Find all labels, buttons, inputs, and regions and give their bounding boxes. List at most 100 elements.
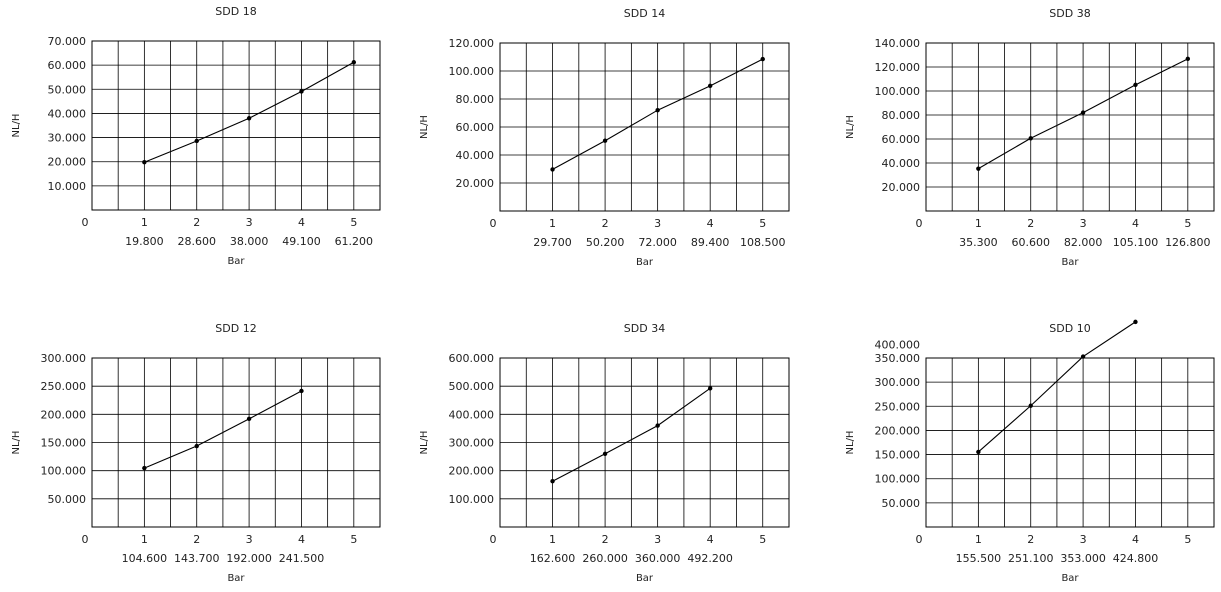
- data-value-label: 241.500: [279, 552, 325, 565]
- data-point: [1133, 82, 1138, 88]
- chart-title: SDD 34: [624, 322, 665, 335]
- x-axis-label: Bar: [636, 257, 654, 268]
- data-value-label: 104.600: [122, 552, 168, 565]
- y-tick-label: 200.000: [449, 465, 495, 478]
- data-point: [655, 108, 660, 113]
- y-tick-label: 70.000: [48, 35, 87, 48]
- y-tick-label: 50.000: [882, 497, 921, 510]
- x-tick-label: 1: [975, 217, 982, 230]
- x-axis-label: Bar: [1061, 257, 1079, 268]
- y-tick-label: 80.000: [882, 109, 921, 122]
- y-tick-label: 20.000: [48, 156, 87, 169]
- data-point: [299, 388, 304, 394]
- x-tick-label: 3: [654, 533, 661, 546]
- x-tick-label: 2: [193, 216, 200, 229]
- data-point: [351, 60, 357, 65]
- data-point: [707, 83, 713, 89]
- data-value-label: 155.500: [956, 552, 1002, 565]
- data-point: [194, 138, 199, 144]
- x-tick-label: 2: [1027, 533, 1034, 546]
- data-point: [1080, 354, 1086, 359]
- y-tick-label: 100.000: [449, 65, 495, 78]
- y-tick-label: 100.000: [449, 493, 495, 506]
- data-value-label: 61.200: [335, 235, 374, 248]
- data-point: [1185, 56, 1191, 62]
- y-tick-label: 400.000: [449, 408, 495, 421]
- x-tick-label: 4: [1132, 217, 1139, 230]
- plot-frame: [925, 357, 1215, 528]
- x-tick-label: 4: [1132, 533, 1139, 546]
- x-tick-label: 4: [298, 533, 305, 546]
- x-axis-label: Bar: [1061, 573, 1079, 584]
- y-tick-label: 40.000: [456, 149, 495, 162]
- chart-title: SDD 38: [1049, 7, 1090, 20]
- plot-frame: [925, 42, 1215, 212]
- y-tick-label: 0: [916, 217, 923, 230]
- x-tick-label: 5: [350, 216, 357, 229]
- y-tick-label: 600.000: [449, 352, 495, 365]
- data-point: [550, 479, 555, 484]
- x-axis-label: Bar: [227, 573, 245, 584]
- data-value-label: 28.600: [177, 235, 216, 248]
- data-point: [142, 465, 147, 471]
- x-tick-label: 3: [654, 217, 661, 230]
- chart-title: SDD 10: [1049, 322, 1090, 335]
- y-tick-label: 50.000: [48, 493, 87, 506]
- x-tick-label: 4: [707, 533, 714, 546]
- y-axis-label: NL/H: [845, 431, 856, 455]
- data-value-label: 108.500: [740, 236, 786, 249]
- x-tick-label: 1: [141, 216, 148, 229]
- x-tick-label: 5: [759, 217, 766, 230]
- data-value-label: 492.200: [687, 552, 733, 565]
- y-tick-label: 500.000: [449, 380, 495, 393]
- y-tick-label: 100.000: [875, 473, 921, 486]
- y-tick-label: 100.000: [41, 465, 87, 478]
- data-value-label: 162.600: [530, 552, 576, 565]
- y-tick-label: 10.000: [48, 180, 87, 193]
- x-tick-label: 1: [549, 217, 556, 230]
- y-tick-label: 250.000: [875, 400, 921, 413]
- x-tick-label: 2: [1027, 217, 1034, 230]
- y-axis-label: NL/H: [11, 431, 22, 455]
- y-tick-label: 200.000: [41, 408, 87, 421]
- chart-1: 0 10.000 20.000 30.000 40.000 50.000 60.000 70.…: [11, 5, 381, 267]
- data-point: [707, 386, 713, 391]
- chart-title: SDD 12: [215, 322, 256, 335]
- y-tick-label: 350.000: [875, 352, 921, 365]
- data-value-label: 251.100: [1008, 552, 1054, 565]
- y-tick-label: 60.000: [48, 59, 87, 72]
- chart-title: SDD 14: [624, 7, 665, 20]
- data-point: [602, 451, 608, 456]
- data-value-label: 29.700: [533, 236, 572, 249]
- data-value-label: 192.000: [226, 552, 272, 565]
- data-point: [142, 159, 147, 165]
- x-tick-label: 3: [246, 533, 253, 546]
- y-tick-label: 150.000: [41, 437, 87, 450]
- data-value-label: 49.100: [282, 235, 321, 248]
- y-tick-label: 20.000: [456, 177, 495, 190]
- chart-title: SDD 18: [215, 5, 256, 18]
- data-value-label: 424.800: [1113, 552, 1159, 565]
- x-tick-label: 2: [602, 217, 609, 230]
- plot-frame: [91, 40, 381, 211]
- x-tick-label: 3: [1080, 533, 1087, 546]
- x-tick-label: 5: [350, 533, 357, 546]
- y-tick-label: 0: [82, 216, 89, 229]
- data-value-label: 360.000: [635, 552, 681, 565]
- x-tick-label: 5: [759, 533, 766, 546]
- chart-2: 0 20.000 40.000 60.000 80.000 100.000 120.000 1…: [419, 7, 790, 268]
- y-tick-label: 30.000: [48, 132, 87, 145]
- data-point: [246, 416, 252, 422]
- data-value-label: 143.700: [174, 552, 220, 565]
- chart-3: 0 20.000 40.000 60.000 80.000 100.000 120.000 1…: [845, 7, 1215, 268]
- data-point: [760, 56, 765, 62]
- y-axis-label: NL/H: [845, 115, 856, 139]
- y-tick-label: 300.000: [449, 437, 495, 450]
- series-line: [144, 390, 302, 469]
- y-axis-label: NL/H: [419, 431, 430, 455]
- x-tick-label: 2: [602, 533, 609, 546]
- data-point: [655, 423, 660, 428]
- y-tick-label: 250.000: [41, 380, 87, 393]
- x-tick-label: 5: [1184, 217, 1191, 230]
